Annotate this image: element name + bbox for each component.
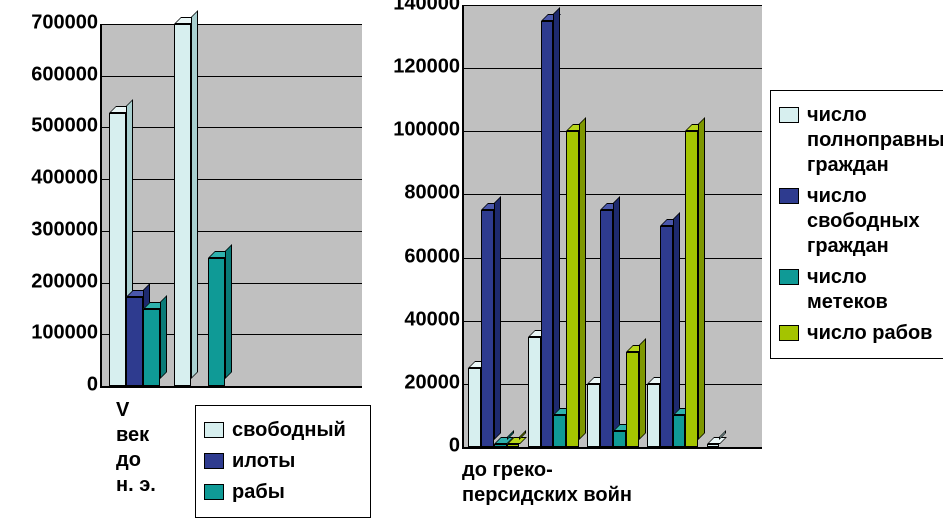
legend-swatch <box>779 107 799 123</box>
chart-right-bar <box>553 415 566 447</box>
chart-right-ytick-label: 140000 <box>372 0 460 15</box>
chart-left-bar <box>174 24 191 386</box>
chart-left-xlabel: V век до н. э. <box>116 398 186 498</box>
chart-canvas: 0100000200000300000400000500000600000700… <box>0 0 943 529</box>
chart-left-ytick-label: 400000 <box>0 166 98 189</box>
chart-right-ytick-label: 100000 <box>372 119 460 142</box>
chart-right-gridline <box>464 131 762 132</box>
chart-left-bar <box>143 309 160 386</box>
chart-right-ytick-label: 120000 <box>372 55 460 78</box>
chart-right-legend-item: число полноправных граждан <box>779 103 943 178</box>
chart-right-bar <box>626 352 639 447</box>
legend-swatch <box>204 453 224 469</box>
chart-right-ytick-label: 0 <box>372 434 460 457</box>
chart-right-legend: число полноправных гражданчисло свободны… <box>770 90 943 359</box>
legend-label: число рабов <box>807 321 932 346</box>
chart-right-bar <box>494 444 507 447</box>
chart-left-bar <box>109 113 126 386</box>
chart-right-bar <box>587 384 600 447</box>
chart-left-ytick-label: 0 <box>0 373 98 396</box>
chart-right-bar <box>647 384 660 447</box>
chart-right-bar <box>507 444 520 447</box>
chart-left-legend-item: свободный <box>204 418 362 443</box>
chart-left-gridline <box>102 231 362 232</box>
chart-left-plot <box>100 24 362 388</box>
legend-label: число полноправных граждан <box>807 103 943 178</box>
chart-right-ytick-label: 80000 <box>372 182 460 205</box>
chart-left-bar <box>208 258 225 386</box>
chart-left-ytick-label: 600000 <box>0 63 98 86</box>
chart-right-bar <box>600 210 613 447</box>
chart-right-legend-item: число рабов <box>779 321 943 346</box>
chart-right-xlabel: до греко- персидских войн <box>462 458 682 508</box>
legend-label: илоты <box>232 449 295 474</box>
chart-right-bar <box>528 337 541 448</box>
chart-right-legend-item: число свободных граждан <box>779 184 943 259</box>
chart-left-ytick-label: 500000 <box>0 115 98 138</box>
chart-right-legend-item: число метеков <box>779 265 943 315</box>
chart-left-gridline <box>102 283 362 284</box>
chart-right-gridline <box>464 68 762 69</box>
legend-swatch <box>779 325 799 341</box>
chart-right-bar <box>685 131 698 447</box>
legend-label: число свободных граждан <box>807 184 943 259</box>
chart-right-bar <box>707 444 720 447</box>
legend-label: свободный <box>232 418 346 443</box>
chart-right-plot <box>462 5 762 449</box>
chart-left-gridline <box>102 127 362 128</box>
chart-right-bar <box>468 368 481 447</box>
chart-right-bar <box>481 210 494 447</box>
chart-left-ytick-label: 200000 <box>0 270 98 293</box>
chart-left-yticks: 0100000200000300000400000500000600000700… <box>0 24 98 386</box>
chart-left-gridline <box>102 24 362 25</box>
chart-left-ytick-label: 700000 <box>0 11 98 34</box>
chart-right-gridline <box>464 194 762 195</box>
chart-left-legend-item: рабы <box>204 480 362 505</box>
chart-left-bar <box>126 297 143 386</box>
chart-right-bar <box>613 431 626 447</box>
chart-right-ytick-label: 20000 <box>372 371 460 394</box>
chart-right-bar <box>660 226 673 447</box>
chart-left-gridline <box>102 76 362 77</box>
chart-right-yticks: 020000400006000080000100000120000140000 <box>372 5 460 447</box>
chart-right-bar <box>541 21 554 447</box>
chart-right-gridline <box>464 5 762 6</box>
chart-left-ytick-label: 300000 <box>0 218 98 241</box>
chart-right-bar <box>566 131 579 447</box>
legend-swatch <box>204 484 224 500</box>
chart-right-bar <box>673 415 686 447</box>
chart-left-legend: свободный илоты рабы <box>195 405 371 518</box>
legend-swatch <box>779 188 799 204</box>
legend-label: рабы <box>232 480 285 505</box>
chart-left-ytick-label: 100000 <box>0 322 98 345</box>
legend-label: число метеков <box>807 265 943 315</box>
legend-swatch <box>204 422 224 438</box>
chart-left-gridline <box>102 179 362 180</box>
legend-swatch <box>779 269 799 285</box>
chart-right-ytick-label: 60000 <box>372 245 460 268</box>
chart-left-legend-item: илоты <box>204 449 362 474</box>
chart-right-ytick-label: 40000 <box>372 308 460 331</box>
